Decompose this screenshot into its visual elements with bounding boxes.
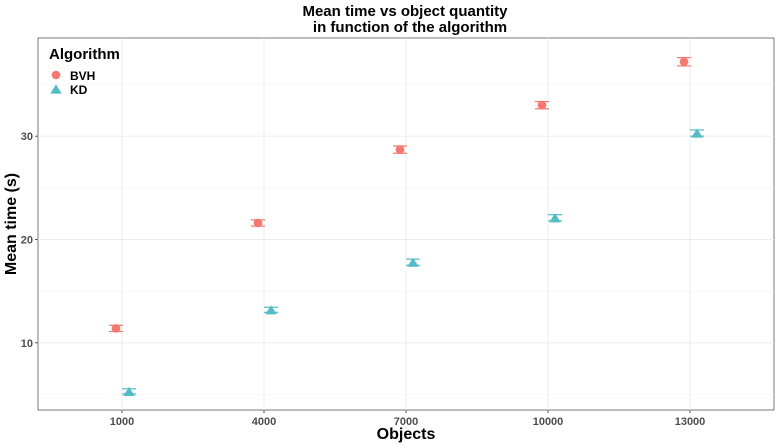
legend-key-kd — [50, 84, 62, 94]
point-kd — [407, 257, 419, 267]
point-bvh — [537, 100, 547, 110]
point-bvh — [253, 218, 263, 228]
point-bvh — [679, 57, 689, 67]
point-kd — [691, 128, 703, 138]
legend-label-kd: KD — [70, 83, 88, 97]
grid-lines — [38, 38, 774, 410]
x-tick-label: 13000 — [675, 416, 706, 428]
x-axis-ticks: 1000 4000 7000 10000 13000 — [110, 410, 706, 428]
legend-label-bvh: BVH — [70, 69, 95, 83]
point-bvh — [395, 145, 405, 154]
chart-title: Mean time vs object quantity — [302, 3, 508, 20]
legend-title: Algorithm — [49, 46, 120, 63]
point-bvh — [111, 324, 121, 333]
y-axis-ticks: 10 20 30 — [21, 131, 38, 350]
y-axis-title: Mean time (s) — [3, 173, 20, 275]
data-marks — [109, 57, 704, 396]
y-tick-label: 20 — [21, 235, 33, 247]
point-kd — [123, 386, 135, 396]
point-kd — [265, 305, 277, 315]
legend: Algorithm BVH KD — [49, 46, 120, 97]
chart-subtitle: in function of the algorithm — [313, 19, 507, 36]
y-tick-label: 30 — [21, 131, 33, 143]
x-axis-title: Objects — [377, 426, 436, 443]
x-tick-label: 4000 — [252, 416, 276, 428]
point-kd — [549, 213, 561, 223]
y-tick-label: 10 — [21, 338, 33, 350]
x-tick-label: 1000 — [110, 416, 134, 428]
x-tick-label: 10000 — [533, 416, 564, 428]
x-tick-label: 7000 — [394, 416, 418, 428]
legend-key-bvh — [51, 70, 61, 80]
